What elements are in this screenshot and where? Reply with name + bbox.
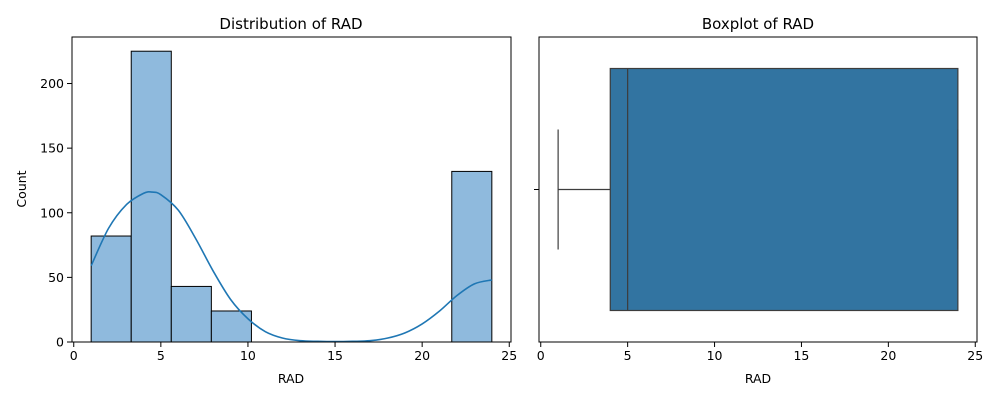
- histogram-x-ticks: 0 5 10 15 20 25: [70, 342, 517, 363]
- histogram-y-label: Count: [14, 170, 29, 207]
- x-tick-label: 20: [414, 348, 430, 363]
- histogram-panel: Distribution of RAD 0 5 10 15 20 25 0 50 100 150…: [14, 15, 517, 386]
- y-tick-label: 150: [40, 141, 64, 156]
- x-tick-label: 5: [157, 348, 165, 363]
- x-tick-label: 25: [501, 348, 517, 363]
- x-tick-label: 20: [880, 348, 896, 363]
- boxplot-title: Boxplot of RAD: [702, 15, 814, 33]
- y-tick-label: 200: [40, 76, 64, 91]
- histogram-frame: [71, 36, 512, 343]
- histogram-y-ticks: 0 50 100 150 200: [40, 76, 72, 350]
- histogram-x-label: RAD: [278, 371, 304, 386]
- x-tick-label: 0: [70, 348, 78, 363]
- x-tick-label: 0: [537, 348, 545, 363]
- box-iqr: [609, 67, 959, 312]
- histogram-bar: [170, 285, 212, 343]
- histogram-bars: [90, 50, 493, 343]
- boxplot-panel: Boxplot of RAD 0 5 10 15 20 25 RAD: [534, 15, 983, 386]
- x-tick-label: 15: [327, 348, 343, 363]
- y-tick-label: 0: [56, 335, 64, 350]
- histogram-bar: [90, 235, 132, 343]
- histogram-bar: [451, 170, 493, 343]
- kde-line: [90, 191, 493, 343]
- x-tick-label: 15: [793, 348, 809, 363]
- x-tick-label: 25: [967, 348, 983, 363]
- y-tick-label: 50: [48, 270, 64, 285]
- boxplot-marks: [557, 67, 959, 312]
- x-tick-label: 5: [624, 348, 632, 363]
- x-tick-label: 10: [707, 348, 723, 363]
- histogram-title: Distribution of RAD: [219, 15, 362, 33]
- x-tick-label: 10: [240, 348, 256, 363]
- y-tick-label: 100: [40, 205, 64, 220]
- boxplot-x-label: RAD: [745, 371, 771, 386]
- boxplot-x-ticks: 0 5 10 15 20 25: [537, 342, 983, 363]
